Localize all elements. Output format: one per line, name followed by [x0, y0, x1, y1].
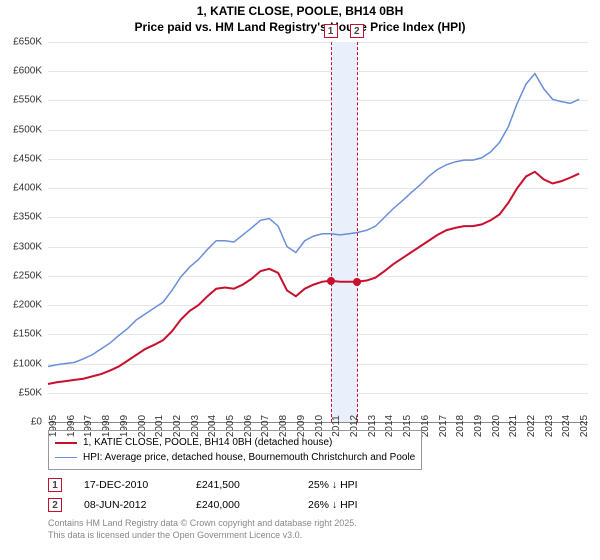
y-tick-label: £150K: [13, 329, 42, 340]
event-marker-box: 1: [48, 478, 62, 492]
footer-line-2: This data is licensed under the Open Gov…: [48, 530, 588, 542]
legend-row: HPI: Average price, detached house, Bour…: [55, 450, 415, 465]
event-price: £240,000: [196, 499, 286, 511]
y-tick-label: £0: [31, 417, 42, 428]
event-delta: 25% ↓ HPI: [308, 479, 398, 491]
legend-label: 1, KATIE CLOSE, POOLE, BH14 0BH (detache…: [83, 435, 332, 450]
footer-line-1: Contains HM Land Registry data © Crown c…: [48, 518, 588, 530]
y-tick-label: £450K: [13, 153, 42, 164]
chart-plot-area: 12 £0£50K£100K£150K£200K£250K£300K£350K£…: [48, 42, 588, 422]
event-date: 17-DEC-2010: [84, 479, 174, 491]
events-table: 1 17-DEC-2010 £241,500 25% ↓ HPI 2 08-JUN-201…: [48, 478, 588, 512]
attribution-footer: Contains HM Land Registry data © Crown c…: [48, 518, 588, 541]
title-line-1: 1, KATIE CLOSE, POOLE, BH14 0BH: [0, 4, 600, 20]
legend-box: 1, KATIE CLOSE, POOLE, BH14 0BH (detache…: [48, 430, 422, 470]
y-tick-label: £250K: [13, 270, 42, 281]
y-tick-label: £200K: [13, 300, 42, 311]
legend-label: HPI: Average price, detached house, Bour…: [83, 450, 415, 465]
event-row: 2 08-JUN-2012 £240,000 26% ↓ HPI: [48, 498, 588, 512]
event-marker-box: 2: [48, 498, 62, 512]
y-tick-label: £550K: [13, 95, 42, 106]
event-price: £241,500: [196, 479, 286, 491]
chart-footer-block: 1, KATIE CLOSE, POOLE, BH14 0BH (detache…: [48, 430, 588, 541]
y-tick-label: £50K: [19, 387, 42, 398]
event-date: 08-JUN-2012: [84, 499, 174, 511]
legend-swatch: [55, 457, 77, 459]
y-tick-label: £350K: [13, 212, 42, 223]
y-tick-label: £100K: [13, 358, 42, 369]
y-tick-label: £400K: [13, 183, 42, 194]
event-row: 1 17-DEC-2010 £241,500 25% ↓ HPI: [48, 478, 588, 492]
series-lines: [48, 42, 588, 422]
event-marker-top: 2: [350, 24, 364, 38]
y-tick-label: £650K: [13, 37, 42, 48]
series-hpi: [48, 74, 579, 367]
sale-point: [353, 278, 361, 286]
y-tick-label: £600K: [13, 66, 42, 77]
legend-row: 1, KATIE CLOSE, POOLE, BH14 0BH (detache…: [55, 435, 415, 450]
event-marker-top: 1: [324, 24, 338, 38]
legend-swatch: [55, 442, 77, 444]
sale-point: [327, 277, 335, 285]
series-price_paid: [48, 172, 579, 384]
event-delta: 26% ↓ HPI: [308, 499, 398, 511]
y-tick-label: £500K: [13, 124, 42, 135]
title-line-2: Price paid vs. HM Land Registry's House …: [0, 20, 600, 36]
chart-title: 1, KATIE CLOSE, POOLE, BH14 0BH Price pa…: [0, 0, 600, 35]
y-tick-label: £300K: [13, 241, 42, 252]
